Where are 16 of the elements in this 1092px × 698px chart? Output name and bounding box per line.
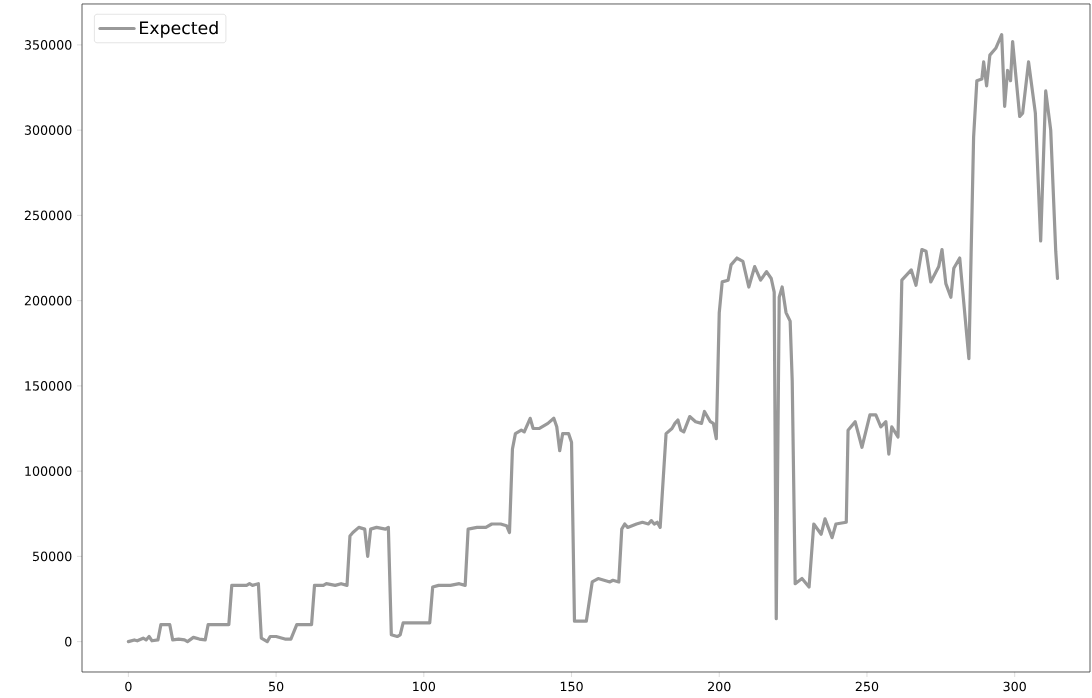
x-tick-label: 250 xyxy=(855,681,879,692)
y-tick-label: 250000 xyxy=(24,210,72,221)
y-tick-label: 0 xyxy=(65,636,72,647)
x-tick-label: 50 xyxy=(269,681,284,692)
legend-label: Expected xyxy=(140,20,218,38)
x-tick-label: 100 xyxy=(413,681,436,692)
y-tick-label: 300000 xyxy=(24,125,72,135)
y-tick-label: 50000 xyxy=(32,551,72,562)
x-tick-label: 200 xyxy=(708,681,731,692)
x-tick-label: 300 xyxy=(1003,681,1026,692)
y-tick-label: 100000 xyxy=(25,466,72,476)
x-tick-label: 0 xyxy=(125,681,132,692)
y-tick-label: 350000 xyxy=(24,40,72,50)
y-tick-label: 200000 xyxy=(24,295,72,306)
x-tick-label: 150 xyxy=(560,681,583,692)
y-tick-label: 150000 xyxy=(25,381,72,391)
